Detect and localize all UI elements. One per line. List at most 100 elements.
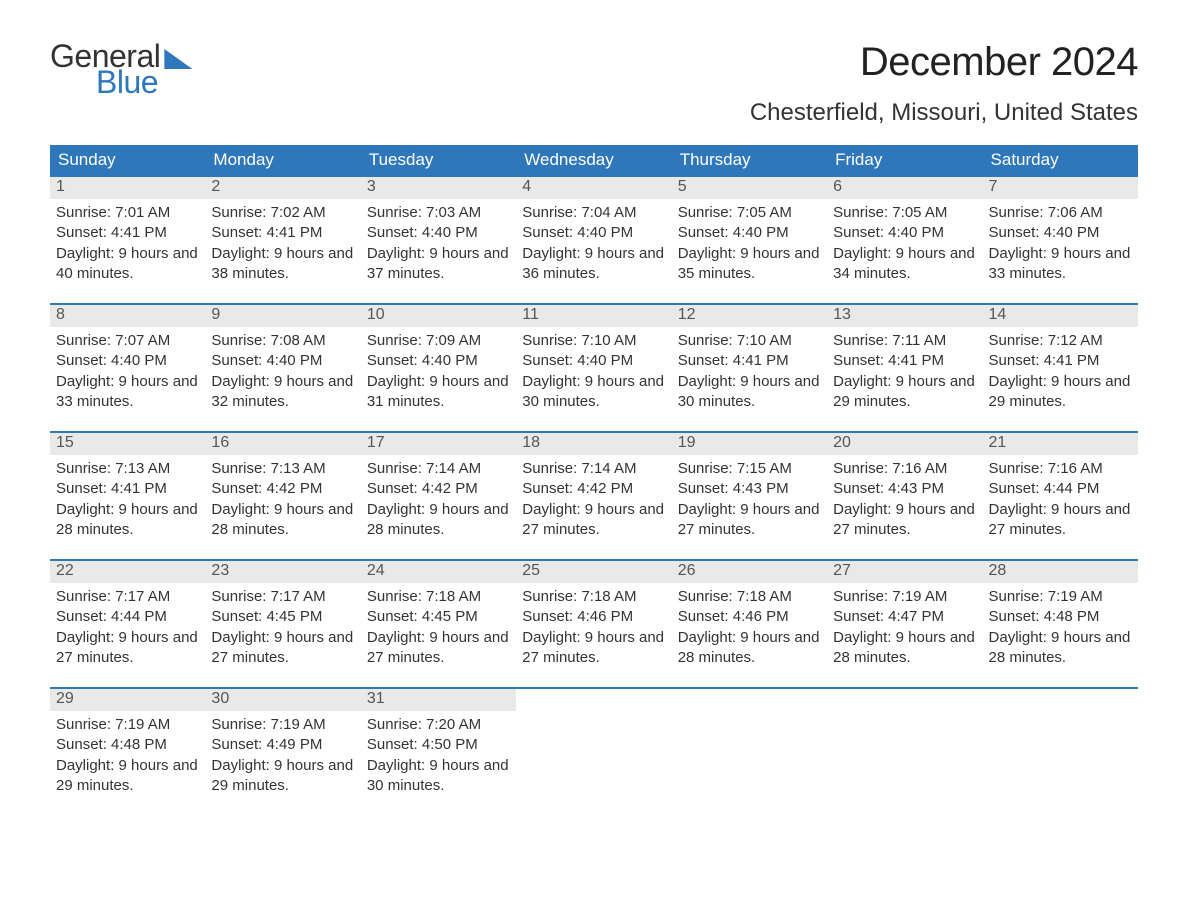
- sunrise-line: Sunrise: 7:10 AM: [522, 331, 665, 351]
- sunrise-line: Sunrise: 7:04 AM: [522, 203, 665, 223]
- day-detail: Sunrise: 7:13 AMSunset: 4:42 PMDaylight:…: [205, 455, 360, 550]
- day-detail: Sunrise: 7:05 AMSunset: 4:40 PMDaylight:…: [827, 199, 982, 294]
- day-detail: Sunrise: 7:12 AMSunset: 4:41 PMDaylight:…: [983, 327, 1138, 422]
- calendar-cell: 27Sunrise: 7:19 AMSunset: 4:47 PMDayligh…: [827, 560, 982, 688]
- sunrise-line: Sunrise: 7:14 AM: [367, 459, 510, 479]
- sunset-line: Sunset: 4:41 PM: [989, 351, 1132, 371]
- calendar-cell: 20Sunrise: 7:16 AMSunset: 4:43 PMDayligh…: [827, 432, 982, 560]
- day-detail: Sunrise: 7:14 AMSunset: 4:42 PMDaylight:…: [361, 455, 516, 550]
- day-detail: Sunrise: 7:18 AMSunset: 4:45 PMDaylight:…: [361, 583, 516, 678]
- sunrise-line: Sunrise: 7:02 AM: [211, 203, 354, 223]
- sunrise-line: Sunrise: 7:13 AM: [211, 459, 354, 479]
- sunrise-line: Sunrise: 7:19 AM: [833, 587, 976, 607]
- day-number: 22: [50, 561, 205, 583]
- sunset-line: Sunset: 4:43 PM: [678, 479, 821, 499]
- day-detail: Sunrise: 7:16 AMSunset: 4:44 PMDaylight:…: [983, 455, 1138, 550]
- calendar-cell: 28Sunrise: 7:19 AMSunset: 4:48 PMDayligh…: [983, 560, 1138, 688]
- calendar-cell: 6Sunrise: 7:05 AMSunset: 4:40 PMDaylight…: [827, 176, 982, 304]
- daylight-line: Daylight: 9 hours and 28 minutes.: [833, 628, 976, 669]
- calendar-cell: 18Sunrise: 7:14 AMSunset: 4:42 PMDayligh…: [516, 432, 671, 560]
- day-detail: Sunrise: 7:03 AMSunset: 4:40 PMDaylight:…: [361, 199, 516, 294]
- day-number: 2: [205, 177, 360, 199]
- calendar-cell: 21Sunrise: 7:16 AMSunset: 4:44 PMDayligh…: [983, 432, 1138, 560]
- day-number: 21: [983, 433, 1138, 455]
- daylight-line: Daylight: 9 hours and 27 minutes.: [56, 628, 199, 669]
- daylight-line: Daylight: 9 hours and 27 minutes.: [522, 500, 665, 541]
- day-detail: Sunrise: 7:10 AMSunset: 4:41 PMDaylight:…: [672, 327, 827, 422]
- sunset-line: Sunset: 4:44 PM: [989, 479, 1132, 499]
- daylight-line: Daylight: 9 hours and 36 minutes.: [522, 244, 665, 285]
- day-number: 4: [516, 177, 671, 199]
- day-detail: Sunrise: 7:08 AMSunset: 4:40 PMDaylight:…: [205, 327, 360, 422]
- day-number: 11: [516, 305, 671, 327]
- daylight-line: Daylight: 9 hours and 30 minutes.: [678, 372, 821, 413]
- sunrise-line: Sunrise: 7:06 AM: [989, 203, 1132, 223]
- sunset-line: Sunset: 4:41 PM: [56, 223, 199, 243]
- day-detail: Sunrise: 7:17 AMSunset: 4:44 PMDaylight:…: [50, 583, 205, 678]
- sunrise-line: Sunrise: 7:17 AM: [211, 587, 354, 607]
- day-number: 28: [983, 561, 1138, 583]
- day-number: 12: [672, 305, 827, 327]
- sunrise-line: Sunrise: 7:12 AM: [989, 331, 1132, 351]
- calendar-cell: 3Sunrise: 7:03 AMSunset: 4:40 PMDaylight…: [361, 176, 516, 304]
- sunrise-line: Sunrise: 7:05 AM: [678, 203, 821, 223]
- day-detail: Sunrise: 7:19 AMSunset: 4:48 PMDaylight:…: [983, 583, 1138, 678]
- calendar-cell: 4 Sunrise: 7:04 AMSunset: 4:40 PMDaylight…: [516, 176, 671, 304]
- day-header: Tuesday: [361, 145, 516, 176]
- sunset-line: Sunset: 4:46 PM: [522, 607, 665, 627]
- sunset-line: Sunset: 4:49 PM: [211, 735, 354, 755]
- sunset-line: Sunset: 4:42 PM: [211, 479, 354, 499]
- day-header: Monday: [205, 145, 360, 176]
- calendar-cell: [672, 688, 827, 816]
- calendar-cell: 7Sunrise: 7:06 AMSunset: 4:40 PMDaylight…: [983, 176, 1138, 304]
- calendar-cell: 26Sunrise: 7:18 AMSunset: 4:46 PMDayligh…: [672, 560, 827, 688]
- calendar-week-row: 15Sunrise: 7:13 AMSunset: 4:41 PMDayligh…: [50, 432, 1138, 560]
- calendar-week-row: 29Sunrise: 7:19 AMSunset: 4:48 PMDayligh…: [50, 688, 1138, 816]
- day-number: 7: [983, 177, 1138, 199]
- calendar-cell: 29Sunrise: 7:19 AMSunset: 4:48 PMDayligh…: [50, 688, 205, 816]
- sunset-line: Sunset: 4:48 PM: [989, 607, 1132, 627]
- day-detail: Sunrise: 7:20 AMSunset: 4:50 PMDaylight:…: [361, 711, 516, 806]
- day-header: Saturday: [983, 145, 1138, 176]
- header-bar: General Blue December 2024 Chesterfield,…: [50, 40, 1138, 137]
- calendar-cell: 23Sunrise: 7:17 AMSunset: 4:45 PMDayligh…: [205, 560, 360, 688]
- day-detail: Sunrise: 7:02 AMSunset: 4:41 PMDaylight:…: [205, 199, 360, 294]
- sunset-line: Sunset: 4:44 PM: [56, 607, 199, 627]
- daylight-line: Daylight: 9 hours and 27 minutes.: [833, 500, 976, 541]
- sunset-line: Sunset: 4:40 PM: [367, 351, 510, 371]
- day-number: 19: [672, 433, 827, 455]
- day-detail: Sunrise: 7:09 AMSunset: 4:40 PMDaylight:…: [361, 327, 516, 422]
- day-number: 5: [672, 177, 827, 199]
- day-number: 10: [361, 305, 516, 327]
- day-detail: Sunrise: 7:19 AMSunset: 4:49 PMDaylight:…: [205, 711, 360, 806]
- sunrise-line: Sunrise: 7:03 AM: [367, 203, 510, 223]
- daylight-line: Daylight: 9 hours and 28 minutes.: [367, 500, 510, 541]
- day-detail: Sunrise: 7:19 AMSunset: 4:48 PMDaylight:…: [50, 711, 205, 806]
- day-number: 29: [50, 689, 205, 711]
- daylight-line: Daylight: 9 hours and 29 minutes.: [833, 372, 976, 413]
- calendar-week-row: 8Sunrise: 7:07 AMSunset: 4:40 PMDaylight…: [50, 304, 1138, 432]
- daylight-line: Daylight: 9 hours and 33 minutes.: [56, 372, 199, 413]
- day-header: Thursday: [672, 145, 827, 176]
- day-detail: Sunrise: 7:14 AMSunset: 4:42 PMDaylight:…: [516, 455, 671, 550]
- day-number: 17: [361, 433, 516, 455]
- sunset-line: Sunset: 4:40 PM: [522, 223, 665, 243]
- sunset-line: Sunset: 4:40 PM: [522, 351, 665, 371]
- day-number: 13: [827, 305, 982, 327]
- day-number: 18: [516, 433, 671, 455]
- calendar-week-row: 22Sunrise: 7:17 AMSunset: 4:44 PMDayligh…: [50, 560, 1138, 688]
- day-number: 25: [516, 561, 671, 583]
- day-number: 3: [361, 177, 516, 199]
- day-header: Wednesday: [516, 145, 671, 176]
- sunset-line: Sunset: 4:50 PM: [367, 735, 510, 755]
- calendar-cell: 24Sunrise: 7:18 AMSunset: 4:45 PMDayligh…: [361, 560, 516, 688]
- day-detail: Sunrise: 7:05 AMSunset: 4:40 PMDaylight:…: [672, 199, 827, 294]
- day-number: 9: [205, 305, 360, 327]
- daylight-line: Daylight: 9 hours and 27 minutes.: [367, 628, 510, 669]
- calendar-cell: [827, 688, 982, 816]
- calendar-cell: 14Sunrise: 7:12 AMSunset: 4:41 PMDayligh…: [983, 304, 1138, 432]
- day-detail: Sunrise: 7:01 AMSunset: 4:41 PMDaylight:…: [50, 199, 205, 294]
- calendar-cell: 9Sunrise: 7:08 AMSunset: 4:40 PMDaylight…: [205, 304, 360, 432]
- calendar-cell: 13Sunrise: 7:11 AMSunset: 4:41 PMDayligh…: [827, 304, 982, 432]
- sunset-line: Sunset: 4:45 PM: [367, 607, 510, 627]
